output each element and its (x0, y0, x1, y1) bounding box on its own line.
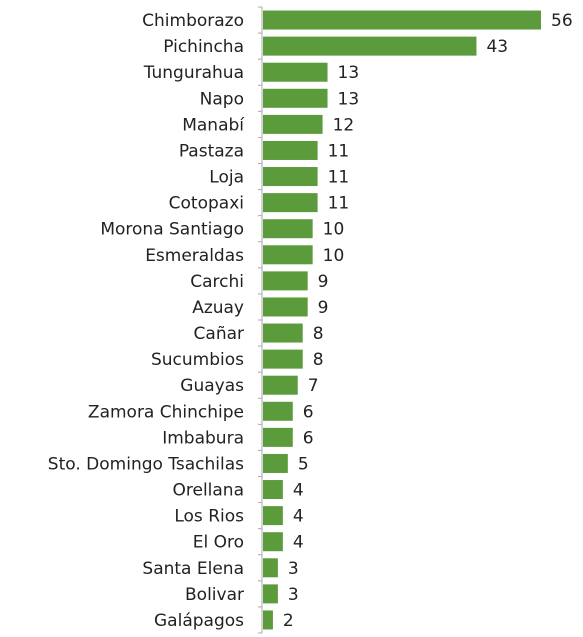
category-label: Napo (200, 89, 244, 109)
bar (263, 506, 283, 526)
category-label: Tungurahua (143, 63, 244, 83)
bar (263, 375, 298, 395)
bar (263, 193, 318, 213)
category-label: Cotopaxi (169, 194, 244, 214)
bar (263, 453, 288, 473)
category-label: Pichincha (163, 37, 244, 57)
bar (263, 480, 283, 500)
data-label: 8 (313, 324, 324, 344)
bar (263, 167, 318, 187)
data-label: 8 (313, 350, 324, 370)
category-label: Bolivar (185, 585, 244, 605)
bar (263, 36, 477, 56)
category-label: Orellana (172, 481, 244, 501)
category-label: Chimborazo (142, 11, 244, 31)
data-label: 43 (486, 37, 508, 57)
data-label: 10 (323, 220, 345, 240)
data-label: 12 (333, 115, 355, 135)
data-label: 11 (328, 168, 350, 188)
bar (263, 271, 308, 291)
category-label: Loja (209, 168, 244, 188)
bar (263, 427, 293, 447)
data-label: 4 (293, 507, 304, 527)
category-label: Sucumbios (151, 350, 244, 370)
category-label: Cañar (194, 324, 244, 344)
category-label: Santa Elena (142, 559, 244, 579)
data-label: 2 (283, 611, 294, 631)
category-label: Galápagos (154, 611, 244, 631)
category-label: El Oro (193, 533, 244, 553)
category-label: Manabí (182, 115, 245, 135)
category-label: Guayas (180, 376, 244, 396)
bar (263, 219, 313, 239)
bar (263, 245, 313, 265)
category-label: Imbabura (162, 428, 244, 448)
data-label: 11 (328, 141, 350, 161)
data-label: 4 (293, 533, 304, 553)
data-label: 3 (288, 585, 299, 605)
bar (263, 114, 323, 134)
data-label: 5 (298, 454, 309, 474)
bar (263, 532, 283, 552)
data-label: 7 (308, 376, 319, 396)
data-label: 56 (551, 11, 573, 31)
category-label: Los Rios (174, 507, 244, 527)
bar (263, 558, 278, 578)
bar (263, 62, 328, 82)
bar (263, 10, 541, 30)
category-label: Morona Santiago (100, 220, 244, 240)
data-label: 13 (338, 89, 360, 109)
data-label: 9 (318, 298, 329, 318)
category-label: Sto. Domingo Tsachilas (48, 454, 244, 474)
data-label: 10 (323, 246, 345, 266)
data-label: 11 (328, 194, 350, 214)
category-label: Azuay (192, 298, 244, 318)
category-label: Esmeraldas (145, 246, 244, 266)
bar (263, 349, 303, 369)
category-label: Carchi (190, 272, 244, 292)
bar (263, 610, 273, 630)
bar (263, 140, 318, 160)
bar (263, 584, 278, 604)
category-label: Pastaza (179, 141, 244, 161)
data-label: 4 (293, 481, 304, 501)
bar (263, 88, 328, 108)
data-label: 3 (288, 559, 299, 579)
category-label: Zamora Chinchipe (88, 402, 244, 422)
data-label: 9 (318, 272, 329, 292)
data-label: 13 (338, 63, 360, 83)
bar (263, 323, 303, 343)
data-label: 6 (303, 428, 314, 448)
bar (263, 401, 293, 421)
data-label: 6 (303, 402, 314, 422)
bar (263, 297, 308, 317)
